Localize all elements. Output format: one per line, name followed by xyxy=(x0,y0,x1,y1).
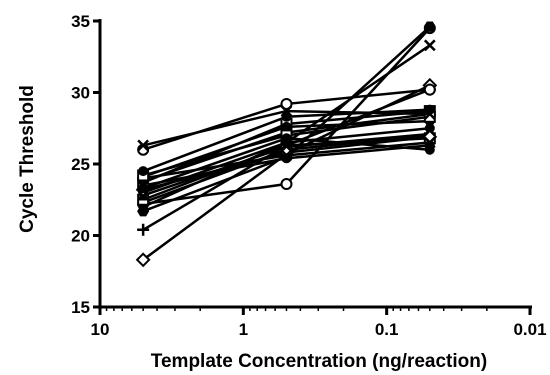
data-point xyxy=(423,136,436,149)
data-point xyxy=(423,21,436,32)
y-axis-title: Cycle Threshold xyxy=(17,85,38,233)
data-point xyxy=(137,223,150,236)
y-tick-label: 35 xyxy=(71,12,90,31)
data-point xyxy=(281,133,292,144)
y-tick-label: 20 xyxy=(71,227,90,246)
data-point xyxy=(281,121,292,132)
data-point xyxy=(138,183,149,194)
x-tick-label: 0.1 xyxy=(375,320,399,339)
series-19 xyxy=(137,105,436,152)
data-point xyxy=(135,252,151,268)
data-point xyxy=(424,144,435,155)
data-point xyxy=(424,123,435,134)
x-tick-label: 1 xyxy=(239,320,248,339)
data-point xyxy=(423,39,436,52)
data-point xyxy=(280,105,293,117)
y-tick-label: 25 xyxy=(71,155,90,174)
data-point xyxy=(137,139,150,152)
series-20 xyxy=(138,133,435,194)
data-point xyxy=(280,97,293,110)
data-point xyxy=(137,205,150,217)
data-point xyxy=(423,83,436,96)
axes xyxy=(93,19,532,315)
data-point xyxy=(423,108,436,120)
y-tick-label: 15 xyxy=(71,298,90,317)
data-point xyxy=(280,178,293,191)
data-point xyxy=(280,149,293,162)
data-point xyxy=(138,166,149,177)
y-tick-label: 30 xyxy=(71,84,90,103)
x-tick-label: 0.01 xyxy=(513,320,546,339)
plot-lines xyxy=(135,21,438,268)
x-axis-title: Template Concentration (ng/reaction) xyxy=(151,351,487,372)
x-tick-label: 10 xyxy=(91,320,110,339)
tick-labels: 15 20 25 30 35 10 1 0.1 0.01 xyxy=(71,12,546,339)
